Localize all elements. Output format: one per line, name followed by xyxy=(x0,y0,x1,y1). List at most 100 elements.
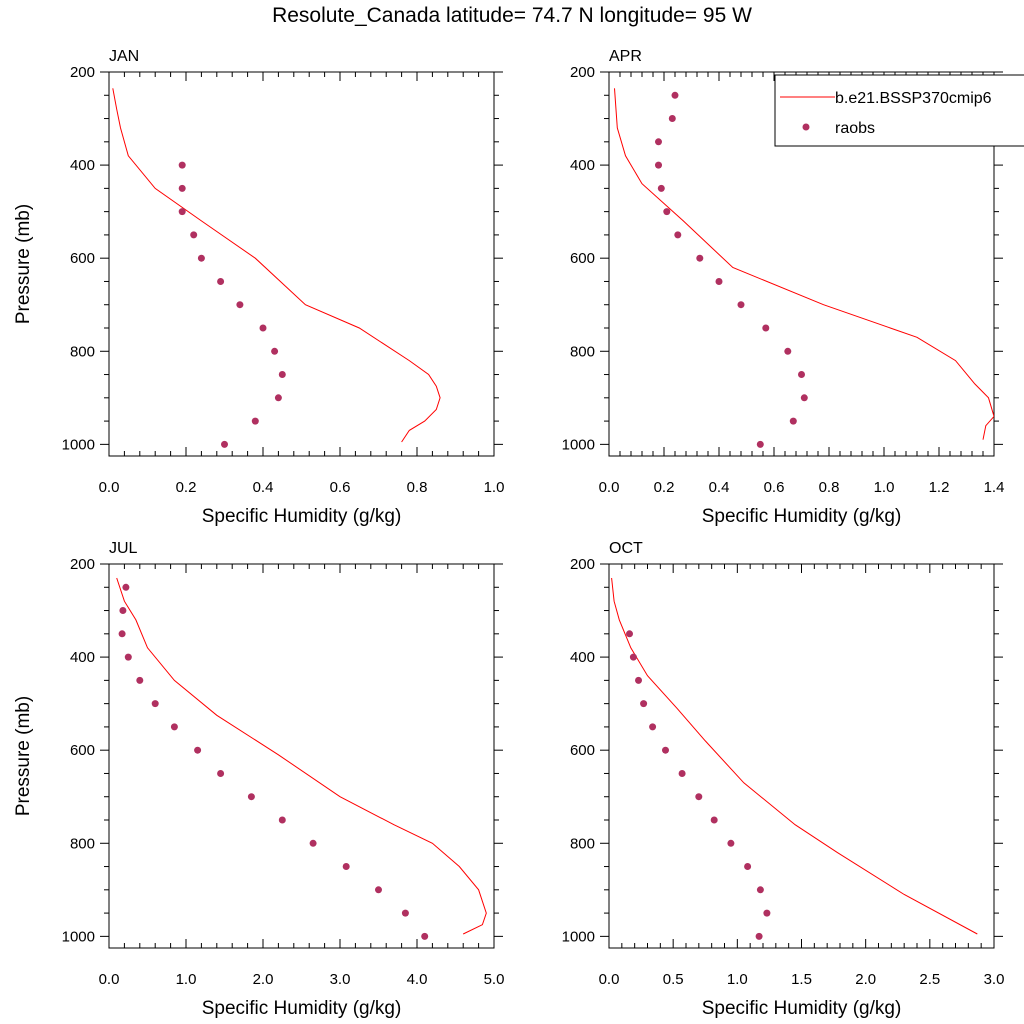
y-tick-label: 200 xyxy=(70,556,95,573)
obs-point xyxy=(784,347,792,355)
legend-obs-label: raobs xyxy=(835,120,875,137)
obs-point xyxy=(221,440,228,448)
obs-point xyxy=(217,770,225,777)
obs-point xyxy=(194,746,202,754)
x-tick-label: 1.0 xyxy=(727,971,748,988)
obs-point xyxy=(657,184,665,192)
obs-point xyxy=(119,607,127,614)
y-tick-label: 200 xyxy=(70,64,95,81)
obs-point xyxy=(789,417,797,425)
obs-point xyxy=(662,746,669,754)
obs-point xyxy=(401,909,409,917)
obs-point xyxy=(124,653,132,661)
legend-box xyxy=(774,74,1024,147)
obs-point xyxy=(737,301,745,309)
obs-point xyxy=(274,394,282,402)
x-tick-label: 1.0 xyxy=(176,971,197,988)
chart-panel-jul: 0.0 1.0 2.0 3.0 4.0 5.0 200 400 600 800 1000 JUL Spe… xyxy=(13,540,504,1019)
x-tick-label: 4.0 xyxy=(407,971,428,988)
obs-point xyxy=(626,630,633,638)
y-tick-label: 600 xyxy=(70,742,95,759)
obs-point xyxy=(259,324,267,332)
obs-point xyxy=(342,863,350,870)
x-tick-label: 5.0 xyxy=(484,971,505,988)
x-axis-title: Specific Humidity (g/kg) xyxy=(702,506,902,527)
x-tick-label: 1.4 xyxy=(984,479,1005,496)
x-tick-label: 0.0 xyxy=(599,971,620,988)
y-tick-label: 1000 xyxy=(562,436,595,453)
x-tick-label: 2.5 xyxy=(919,971,940,988)
y-axis-title: Pressure (mb) xyxy=(13,696,34,816)
obs-point xyxy=(190,231,198,239)
obs-point xyxy=(715,278,723,285)
y-tick-label: 200 xyxy=(570,556,595,573)
plot-frame xyxy=(108,563,495,949)
x-tick-label: 1.0 xyxy=(484,479,505,496)
panel-title: JAN xyxy=(109,48,139,65)
obs-point xyxy=(151,700,159,708)
obs-point xyxy=(649,723,657,731)
plot-frame xyxy=(608,71,995,457)
chart-panel-oct: 0.0 0.5 1.0 1.5 2.0 2.5 3.0 200 400 600 800 1000 OCT… xyxy=(562,540,1005,1019)
obs-point xyxy=(727,839,735,847)
x-tick-label: 0.5 xyxy=(663,971,684,988)
obs-point xyxy=(695,793,703,801)
y-tick-label: 200 xyxy=(570,64,595,81)
panel-title: OCT xyxy=(609,540,643,557)
y-tick-label: 800 xyxy=(570,343,595,360)
y-tick-label: 1000 xyxy=(62,928,95,945)
model-line xyxy=(112,88,441,443)
obs-point xyxy=(755,932,763,940)
x-tick-label: 2.0 xyxy=(855,971,876,988)
y-tick-label: 400 xyxy=(570,649,595,666)
y-tick-label: 800 xyxy=(70,343,95,360)
obs-point xyxy=(629,653,637,661)
obs-point xyxy=(655,138,662,146)
y-tick-label: 1000 xyxy=(62,436,95,453)
model-line xyxy=(614,88,994,440)
plot-frame xyxy=(608,563,995,949)
x-tick-label: 0.4 xyxy=(709,479,730,496)
y-axis-title: Pressure (mb) xyxy=(13,204,34,324)
obs-point xyxy=(278,816,286,824)
obs-point xyxy=(217,278,225,285)
obs-point xyxy=(197,254,205,262)
obs-point xyxy=(744,863,752,870)
obs-point xyxy=(655,161,662,169)
obs-point xyxy=(678,770,686,777)
y-tick-label: 400 xyxy=(70,649,95,666)
x-axis-title: Specific Humidity (g/kg) xyxy=(202,998,402,1019)
x-tick-label: 0.0 xyxy=(99,971,120,988)
obs-point xyxy=(178,208,186,216)
x-tick-label: 0.6 xyxy=(764,479,785,496)
obs-point xyxy=(309,839,317,847)
obs-point xyxy=(375,886,382,894)
y-tick-label: 600 xyxy=(70,250,95,267)
x-tick-label: 1.5 xyxy=(791,971,812,988)
obs-point xyxy=(421,932,429,940)
model-line xyxy=(611,577,978,935)
obs-point xyxy=(663,208,671,216)
x-tick-label: 0.2 xyxy=(654,479,675,496)
x-tick-label: 0.0 xyxy=(99,479,120,496)
obs-point xyxy=(251,417,259,425)
y-tick-label: 600 xyxy=(570,250,595,267)
legend-model-label: b.e21.BSSP370cmip6 xyxy=(835,90,992,107)
panel-title: JUL xyxy=(109,540,138,557)
x-tick-label: 1.2 xyxy=(929,479,950,496)
obs-point xyxy=(696,254,704,262)
y-tick-label: 800 xyxy=(70,835,95,852)
obs-point xyxy=(122,583,130,591)
obs-point xyxy=(170,723,178,731)
x-tick-label: 3.0 xyxy=(984,971,1005,988)
obs-point xyxy=(236,301,244,309)
chart-panel-jan: 0.0 0.2 0.4 0.6 0.8 1.0 200 400 600 800 1000 JAN Spe… xyxy=(13,48,504,527)
obs-point xyxy=(136,676,144,684)
x-tick-label: 0.8 xyxy=(407,479,428,496)
y-tick-label: 800 xyxy=(570,835,595,852)
obs-point xyxy=(756,886,764,894)
y-tick-label: 400 xyxy=(570,157,595,174)
x-tick-label: 0.8 xyxy=(819,479,840,496)
model-line xyxy=(116,577,487,935)
